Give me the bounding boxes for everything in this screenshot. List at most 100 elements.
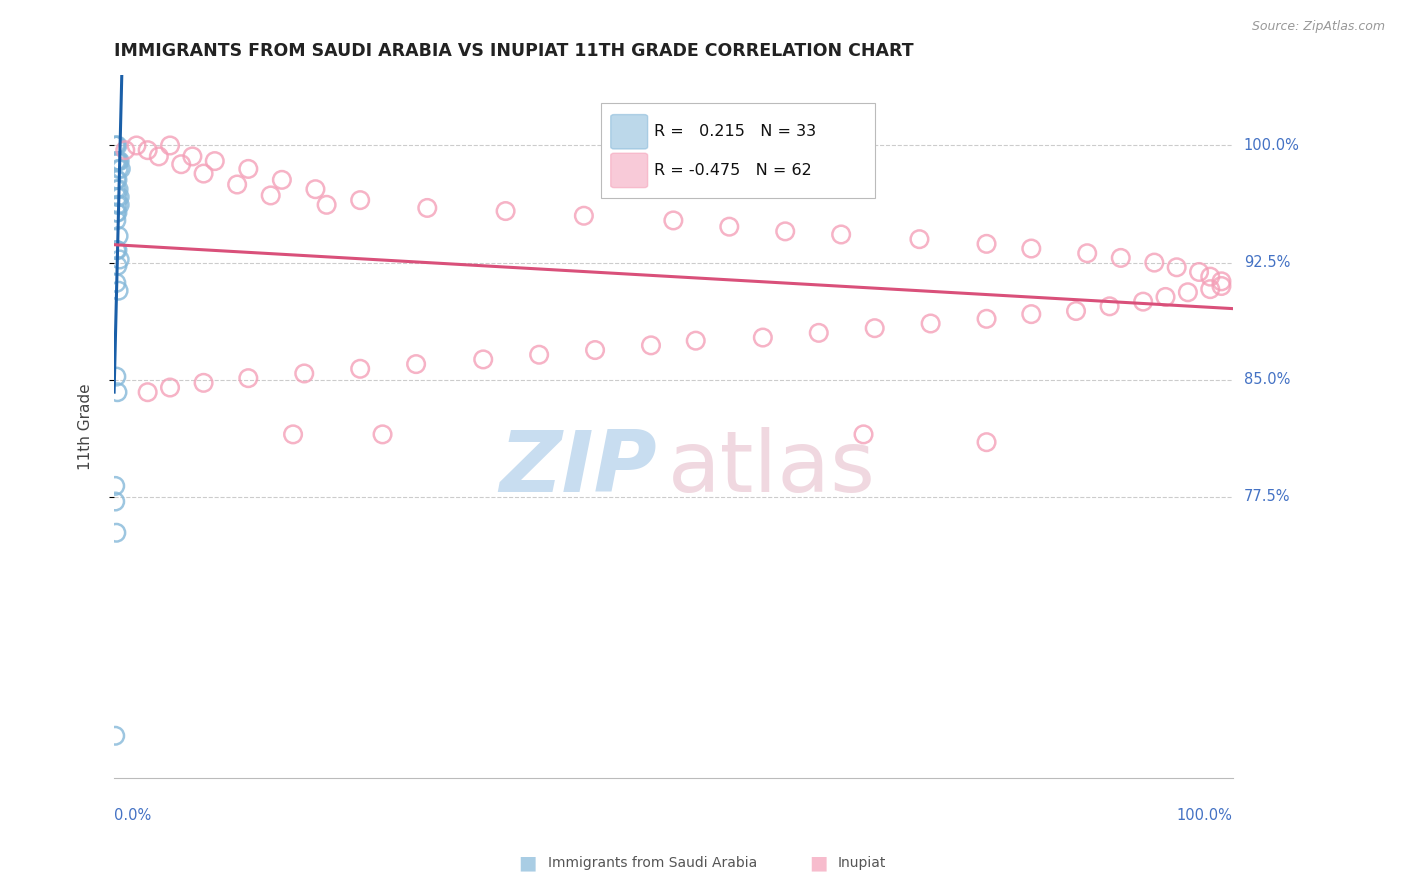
Point [136,143,159,157]
Point [752,330,775,344]
Point [108,252,131,267]
Point [281,427,304,442]
Point [1076,246,1098,260]
Point [148,149,170,163]
Point [1064,304,1087,318]
Point [226,178,249,192]
Point [908,232,931,246]
Point [238,161,260,176]
Point [1166,260,1188,275]
Point [107,243,129,257]
Point [1199,269,1222,284]
Point [1188,265,1211,279]
Point [349,193,371,207]
Point [107,182,129,196]
Point [108,154,131,169]
Point [238,371,260,385]
Point [371,427,394,442]
Point [976,435,998,450]
Point [107,154,129,169]
Point [852,427,875,442]
Point [1154,290,1177,304]
Point [105,525,128,540]
Text: ZIP: ZIP [499,427,657,510]
Text: ■: ■ [517,853,537,872]
Point [181,149,204,163]
FancyBboxPatch shape [610,153,648,187]
Point [349,361,371,376]
Point [107,385,129,400]
Point [104,138,127,153]
Point [104,494,127,508]
Text: IMMIGRANTS FROM SAUDI ARABIA VS INUPIAT 11TH GRADE CORRELATION CHART: IMMIGRANTS FROM SAUDI ARABIA VS INUPIAT … [114,42,914,60]
Point [105,138,128,153]
Point [685,334,707,348]
Text: atlas: atlas [668,427,876,510]
Point [107,284,129,298]
Point [107,190,129,204]
Point [1109,251,1132,265]
Point [114,143,136,157]
Point [107,154,129,169]
Text: Source: ZipAtlas.com: Source: ZipAtlas.com [1251,20,1385,33]
Point [920,317,942,331]
Point [136,385,159,400]
Point [416,201,439,215]
Point [1098,299,1121,313]
Point [193,167,215,181]
FancyBboxPatch shape [600,103,875,198]
Text: 92.5%: 92.5% [1244,255,1291,270]
Text: 85.0%: 85.0% [1244,372,1291,387]
Point [807,326,830,340]
Point [405,357,427,371]
Text: R = -0.475   N = 62: R = -0.475 N = 62 [654,162,813,178]
Point [270,173,292,187]
Point [583,343,606,357]
Point [105,173,128,187]
Point [105,154,128,169]
Point [662,213,685,227]
Point [640,338,662,352]
Point [125,138,148,153]
Point [107,138,129,153]
Point [170,157,193,171]
Point [527,348,550,362]
Point [108,190,131,204]
Text: 100.0%: 100.0% [1244,138,1299,153]
Point [104,729,127,743]
Text: 0.0%: 0.0% [114,808,152,823]
Point [107,205,129,219]
Text: Inupiat: Inupiat [838,855,886,870]
Point [105,243,128,257]
FancyBboxPatch shape [610,114,648,149]
Point [1019,242,1042,256]
Point [107,161,129,176]
Point [159,138,181,153]
Text: ■: ■ [808,853,828,872]
Point [976,236,998,251]
Point [260,188,283,202]
Point [105,182,128,196]
Point [863,321,886,335]
Point [315,198,337,212]
Y-axis label: 11th Grade: 11th Grade [79,384,93,470]
Point [104,479,127,493]
Point [495,204,517,219]
Point [107,259,129,273]
Point [572,209,595,223]
Point [108,198,131,212]
Point [105,276,128,290]
Point [159,380,181,394]
Point [107,229,129,244]
Point [1143,255,1166,269]
Point [292,367,315,381]
Point [1019,307,1042,321]
Point [1211,274,1233,288]
Point [105,205,128,219]
Point [193,376,215,390]
Text: R =   0.215   N = 33: R = 0.215 N = 33 [654,124,817,139]
Point [1211,279,1233,293]
Point [304,182,326,196]
Point [110,161,132,176]
Point [1199,282,1222,296]
